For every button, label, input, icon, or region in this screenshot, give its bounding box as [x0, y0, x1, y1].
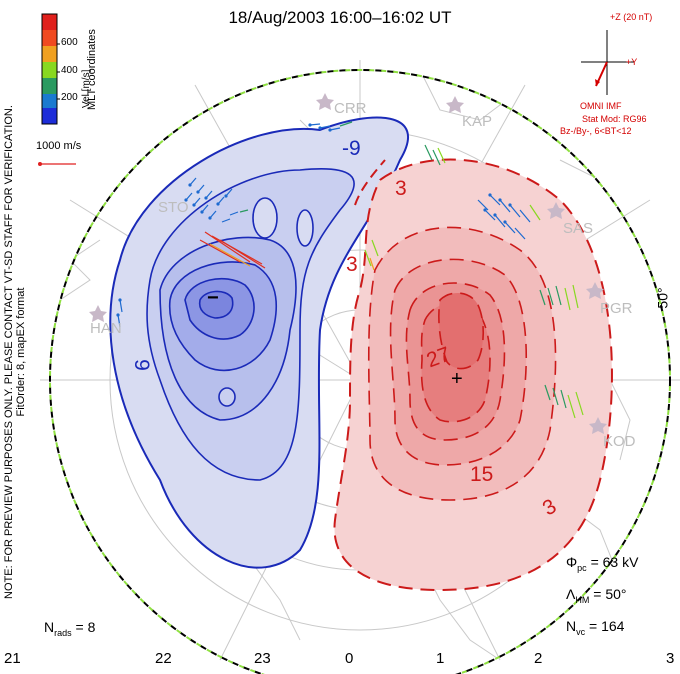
mlt-tick-2: 2: [534, 650, 543, 667]
positive-potential-cell: [333, 158, 613, 592]
colorbar-tick-400: 400: [61, 65, 78, 76]
velocity-colorbar: [41, 13, 60, 125]
phi-symbol: Φ: [566, 554, 578, 570]
radar-count: Nrads = 8: [44, 619, 95, 638]
contour-label-neg9-left: 9: [129, 359, 153, 371]
scale-vector-label: 1000 m/s: [36, 140, 82, 152]
mlt-tick-23: 23: [254, 650, 271, 667]
hm-latitude: ΛHM = 50°: [566, 586, 627, 605]
vector-count: Nvc = 164: [566, 618, 624, 637]
imf-model-label: Stat Mod: RG96: [582, 114, 647, 124]
negative-potential-cell: [109, 116, 409, 569]
imf-y-label: +Y: [626, 57, 638, 67]
preview-note: NOTE: FOR PREVIEW PURPOSES ONLY. PLEASE …: [3, 42, 27, 662]
colorbar-tick-600: 600: [61, 37, 78, 48]
mlt-tick-3: 3: [666, 650, 675, 667]
scale-vector: [38, 162, 76, 166]
mlt-tick-1: 1: [436, 650, 445, 667]
station-markers: [89, 93, 607, 434]
potential-minimum-marker: −: [207, 287, 219, 309]
mlt-tick-0: 0: [345, 650, 354, 667]
latitude-label: 50°: [654, 287, 671, 309]
preview-note-line1: NOTE: FOR PREVIEW PURPOSES ONLY. PLEASE …: [3, 105, 15, 599]
nrads-value: = 8: [75, 619, 96, 635]
cross-polar-potential: Φpc = 63 kV: [566, 554, 638, 573]
station-label-sto: STO: [158, 199, 189, 216]
imf-z-label: +Z (20 nT): [610, 12, 653, 22]
contour-label-neg9-top: -9: [342, 137, 361, 160]
lambda-subscript: HM: [575, 594, 590, 605]
heppner-maynard-boundary: [49, 69, 671, 674]
contour-label-pos3-top: 3: [395, 177, 407, 200]
phi-subscript: pc: [577, 562, 587, 573]
station-label-sas: SAS: [563, 220, 594, 237]
velocity-vectors: [116, 121, 584, 419]
potential-maximum-marker: +: [451, 368, 463, 390]
positive-contour-arc: [354, 159, 386, 206]
mlt-tick-22: 22: [155, 650, 172, 667]
nvc-symbol: N: [566, 618, 577, 634]
station-label-kap: KAP: [462, 113, 493, 130]
coordinate-system-label: MLT coordinates: [86, 29, 98, 110]
station-label-han: HAN: [90, 320, 122, 337]
colorbar-tick-200: 200: [61, 92, 78, 103]
boundary-dash-overlay: [49, 69, 671, 674]
nvc-subscript: vc: [576, 626, 586, 637]
imf-omni-label: OMNI IMF: [580, 101, 622, 111]
lambda-symbol: Λ: [566, 586, 576, 602]
station-label-crr: CRR: [334, 100, 367, 117]
nvc-value: = 164: [589, 618, 625, 634]
contour-label-pos15: 15: [470, 463, 494, 486]
preview-note-line2: FitOrder: 8, mapEX format: [15, 287, 27, 417]
phi-value: = 63 kV: [590, 554, 639, 570]
imf-clock: [581, 30, 634, 95]
contour-label-pos3-left: 3: [346, 253, 358, 276]
nrads-symbol: N: [44, 619, 55, 635]
mlt-tick-21: 21: [4, 650, 21, 667]
lambda-value: = 50°: [593, 586, 627, 602]
imf-bin-label: Bz-/By-, 6<BT<12: [560, 126, 632, 136]
nrads-subscript: rads: [54, 627, 72, 638]
station-label-kod: KOD: [603, 433, 636, 450]
station-label-pgr: PGR: [600, 300, 633, 317]
map-title: 18/Aug/2003 16:00–16:02 UT: [228, 8, 452, 27]
